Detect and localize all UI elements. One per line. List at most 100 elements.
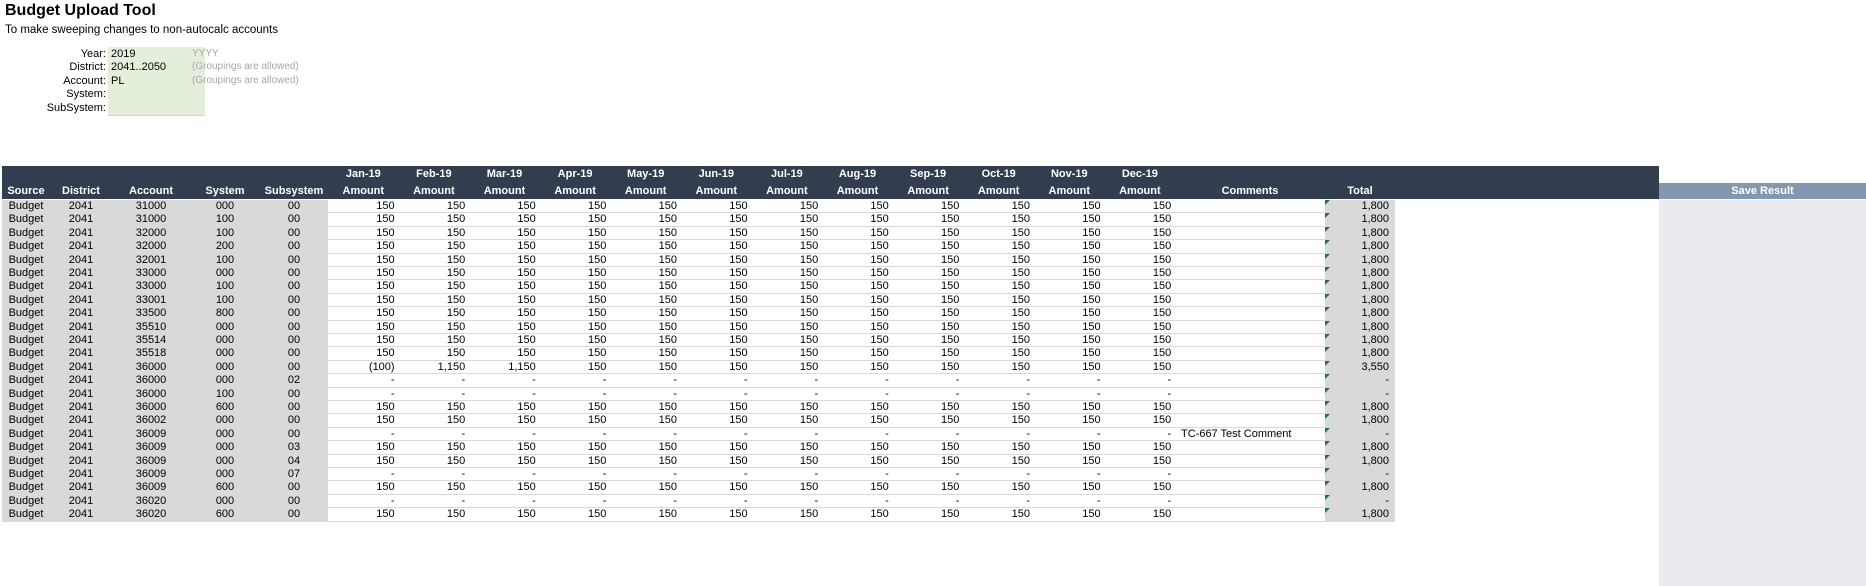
amount-cell[interactable]: -	[963, 495, 1034, 509]
amount-cell[interactable]: 150	[610, 227, 681, 241]
amount-cell[interactable]: 150	[681, 334, 752, 348]
district-cell[interactable]: 2041	[50, 240, 112, 254]
amount-cell[interactable]: -	[963, 468, 1034, 482]
comment-cell[interactable]	[1175, 267, 1325, 281]
amount-cell[interactable]: -	[892, 374, 964, 388]
amount-cell[interactable]: -	[822, 495, 893, 509]
account-cell[interactable]: 33001	[112, 293, 190, 308]
amount-cell[interactable]: 150	[1104, 254, 1176, 267]
amount-cell[interactable]: 150	[328, 334, 399, 348]
amount-cell[interactable]: -	[963, 428, 1034, 442]
amount-cell[interactable]: 150	[539, 401, 611, 415]
header-system[interactable]: System	[205, 185, 245, 197]
subsystem-cell[interactable]: 00	[260, 401, 328, 415]
header-total[interactable]: Total	[1347, 185, 1373, 197]
amount-cell[interactable]: 150	[822, 321, 893, 334]
account-cell[interactable]: 36009	[112, 427, 190, 442]
amount-cell[interactable]: 150	[1104, 240, 1176, 254]
amount-cell[interactable]: 150	[1034, 455, 1105, 468]
total-cell[interactable]: 1,800	[1325, 280, 1395, 294]
amount-cell[interactable]: 1,150	[469, 361, 540, 375]
amount-cell[interactable]: 150	[892, 213, 964, 227]
amount-cell[interactable]: 150	[963, 213, 1034, 227]
amount-cell[interactable]: 150	[892, 334, 964, 348]
amount-cell[interactable]: 150	[469, 347, 540, 361]
amount-cell[interactable]: 150	[751, 267, 823, 281]
amount-cell[interactable]: 150	[1034, 508, 1105, 522]
amount-cell[interactable]: -	[892, 495, 964, 509]
system-cell[interactable]: 100	[190, 213, 260, 227]
account-cell[interactable]: 32001	[112, 253, 190, 267]
amount-cell[interactable]: -	[822, 468, 893, 482]
header-month[interactable]: Jun-19	[698, 168, 735, 180]
header-month[interactable]: Sep-19	[910, 168, 947, 180]
amount-cell[interactable]: 150	[963, 414, 1034, 428]
amount-cell[interactable]: 150	[469, 307, 540, 321]
district-cell[interactable]: 2041	[50, 441, 112, 455]
amount-cell[interactable]: 150	[892, 414, 964, 428]
amount-cell[interactable]: 150	[328, 307, 399, 321]
amount-cell[interactable]: -	[610, 428, 681, 442]
source-cell[interactable]: Budget	[2, 200, 50, 214]
amount-cell[interactable]: 150	[822, 334, 893, 348]
amount-cell[interactable]: 150	[822, 200, 893, 214]
source-cell[interactable]: Budget	[2, 387, 50, 401]
amount-cell[interactable]: 150	[539, 334, 611, 348]
amount-cell[interactable]: 150	[1104, 508, 1176, 522]
account-cell[interactable]: 36000	[112, 360, 190, 375]
system-cell[interactable]: 000	[190, 267, 260, 281]
amount-cell[interactable]: 150	[328, 508, 399, 522]
amount-cell[interactable]: -	[328, 495, 399, 509]
amount-cell[interactable]: 150	[539, 200, 611, 214]
system-cell[interactable]: 000	[190, 360, 260, 375]
comment-cell[interactable]	[1175, 441, 1325, 455]
comment-cell[interactable]	[1175, 508, 1325, 522]
subsystem-cell[interactable]: 00	[260, 508, 328, 522]
district-cell[interactable]: 2041	[50, 454, 112, 468]
amount-cell[interactable]: 150	[469, 227, 540, 241]
amount-cell[interactable]: 150	[328, 213, 399, 227]
amount-cell[interactable]: 150	[681, 508, 752, 522]
header-amount[interactable]: Amount	[342, 185, 385, 197]
account-cell[interactable]: 32000	[112, 240, 190, 254]
comment-cell[interactable]	[1175, 294, 1325, 308]
subsystem-cell[interactable]: 00	[260, 320, 328, 334]
total-cell[interactable]: 1,800	[1325, 240, 1395, 254]
amount-cell[interactable]: 150	[681, 200, 752, 214]
account-cell[interactable]: 36009	[112, 481, 190, 495]
source-cell[interactable]: Budget	[2, 508, 50, 522]
account-cell[interactable]: 36000	[112, 387, 190, 401]
subsystem-cell[interactable]: 00	[260, 307, 328, 321]
amount-cell[interactable]: -	[681, 374, 752, 388]
amount-cell[interactable]: 150	[1104, 307, 1176, 321]
total-cell[interactable]: 1,800	[1325, 253, 1395, 267]
amount-cell[interactable]: -	[1104, 468, 1176, 482]
amount-cell[interactable]: 150	[398, 254, 470, 267]
district-cell[interactable]: 2041	[50, 253, 112, 267]
amount-cell[interactable]: -	[751, 388, 823, 401]
amount-cell[interactable]: 150	[892, 240, 964, 254]
amount-cell[interactable]: 150	[610, 347, 681, 361]
amount-cell[interactable]: 150	[963, 240, 1034, 254]
amount-cell[interactable]: 150	[398, 267, 470, 281]
amount-cell[interactable]: 150	[681, 481, 752, 495]
amount-cell[interactable]: 150	[892, 307, 964, 321]
total-cell[interactable]: 1,800	[1325, 213, 1395, 227]
amount-cell[interactable]: 150	[610, 414, 681, 428]
subsystem-cell[interactable]: 00	[260, 240, 328, 254]
comment-cell[interactable]	[1175, 495, 1325, 509]
district-cell[interactable]: 2041	[50, 320, 112, 334]
amount-cell[interactable]: 150	[681, 227, 752, 241]
total-cell[interactable]: 1,800	[1325, 293, 1395, 308]
amount-cell[interactable]: 150	[822, 414, 893, 428]
subsystem-cell[interactable]: 00	[260, 213, 328, 227]
amount-cell[interactable]: -	[892, 388, 964, 401]
account-cell[interactable]: 32000	[112, 226, 190, 241]
amount-cell[interactable]: 150	[1104, 481, 1176, 495]
amount-cell[interactable]: 150	[539, 481, 611, 495]
comment-cell[interactable]	[1175, 200, 1325, 214]
account-cell[interactable]: 36020	[112, 494, 190, 509]
amount-cell[interactable]: 150	[398, 321, 470, 334]
amount-cell[interactable]: 150	[610, 254, 681, 267]
subsystem-cell[interactable]: 00	[260, 414, 328, 428]
